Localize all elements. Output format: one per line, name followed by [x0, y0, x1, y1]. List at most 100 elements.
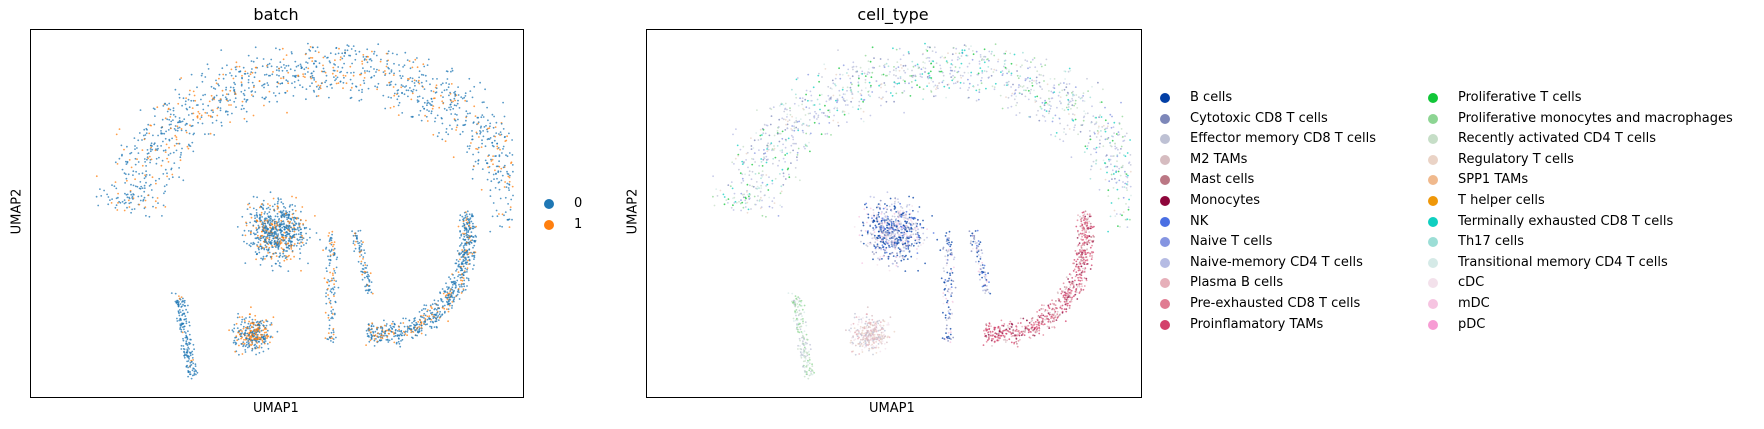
- scatter-point: [282, 252, 285, 255]
- scatter-point: [131, 197, 133, 199]
- scatter-point: [449, 302, 452, 305]
- scatter-point: [781, 137, 784, 140]
- scatter-point: [914, 64, 917, 67]
- scatter-point: [255, 334, 258, 336]
- scatter-point: [387, 339, 389, 341]
- scatter-point: [362, 54, 365, 56]
- scatter-point: [404, 51, 407, 54]
- scatter-point: [267, 347, 270, 350]
- scatter-point: [450, 83, 453, 85]
- scatter-point: [291, 195, 293, 198]
- scatter-point: [1104, 119, 1107, 122]
- scatter-point: [255, 212, 258, 214]
- scatter-point: [466, 151, 468, 153]
- scatter-point: [174, 129, 177, 132]
- scatter-point: [1092, 115, 1095, 117]
- scatter-point: [460, 234, 463, 237]
- scatter-point: [472, 222, 474, 225]
- scatter-point: [272, 71, 274, 73]
- scatter-point: [174, 300, 177, 303]
- scatter-point: [362, 268, 365, 270]
- scatter-point: [914, 79, 917, 82]
- scatter-point: [741, 163, 744, 166]
- scatter-point: [290, 243, 293, 246]
- scatter-point: [1108, 158, 1110, 161]
- scatter-point: [346, 44, 349, 46]
- scatter-point: [1056, 106, 1058, 109]
- scatter-point: [1072, 113, 1074, 115]
- scatter-point: [1038, 81, 1041, 84]
- scatter-point: [469, 145, 471, 147]
- scatter-point: [750, 178, 753, 181]
- scatter-point: [187, 330, 189, 333]
- scatter-point: [447, 310, 450, 313]
- scatter-point: [132, 170, 135, 173]
- scatter-point: [418, 70, 421, 73]
- scatter-point: [268, 74, 270, 77]
- scatter-point: [798, 337, 801, 340]
- scatter-point: [801, 124, 803, 126]
- scatter-point: [805, 373, 808, 376]
- scatter-point: [334, 79, 336, 82]
- scatter-point: [387, 50, 390, 53]
- scatter-point: [446, 291, 449, 294]
- scatter-point: [270, 257, 273, 260]
- scatter-point: [330, 237, 333, 240]
- scatter-point: [176, 129, 179, 132]
- scatter-point: [212, 111, 215, 114]
- scatter-point: [226, 64, 228, 67]
- scatter-point: [285, 212, 287, 215]
- scatter-point: [454, 262, 457, 265]
- scatter-point: [262, 230, 265, 233]
- scatter-point: [274, 242, 277, 244]
- scatter-point: [1035, 114, 1038, 116]
- scatter-point: [352, 74, 355, 77]
- scatter-point: [500, 167, 503, 170]
- scatter-point: [1010, 72, 1013, 75]
- scatter-point: [1010, 86, 1012, 88]
- scatter-point: [842, 98, 845, 100]
- scatter-point: [283, 228, 286, 231]
- scatter-point: [342, 81, 345, 84]
- scatter-point: [400, 334, 403, 337]
- scatter-point: [441, 288, 444, 290]
- scatter-point: [867, 71, 869, 73]
- scatter-point: [234, 350, 237, 353]
- scatter-point: [420, 321, 423, 323]
- scatter-point: [892, 47, 894, 50]
- scatter-point: [283, 222, 285, 225]
- scatter-point: [327, 255, 329, 258]
- scatter-point: [511, 164, 514, 166]
- scatter-point: [802, 107, 804, 110]
- scatter-point: [414, 334, 417, 337]
- scatter-point: [359, 84, 362, 86]
- scatter-point: [922, 88, 925, 90]
- scatter-point: [370, 331, 372, 333]
- scatter-point: [933, 95, 935, 98]
- scatter-point: [445, 88, 448, 91]
- scatter-point: [431, 313, 433, 316]
- scatter-point: [212, 87, 215, 90]
- scatter-point: [283, 226, 286, 228]
- scatter-point: [146, 149, 149, 151]
- scatter-point: [361, 273, 364, 276]
- scatter-point: [1016, 74, 1019, 77]
- scatter-point: [402, 66, 404, 68]
- scatter-point: [417, 81, 420, 84]
- scatter-point: [328, 284, 330, 287]
- scatter-point: [799, 354, 802, 357]
- scatter-point: [358, 89, 360, 92]
- scatter-point: [782, 104, 785, 106]
- scatter-point: [1111, 139, 1114, 142]
- scatter-point: [400, 340, 402, 342]
- scatter-point: [124, 182, 126, 184]
- scatter-point: [1004, 66, 1007, 69]
- scatter-point: [930, 91, 933, 93]
- scatter-point: [277, 82, 280, 85]
- scatter-point: [458, 107, 461, 109]
- scatter-point: [458, 253, 461, 256]
- scatter-point: [465, 277, 468, 279]
- scatter-point: [921, 76, 923, 78]
- scatter-point: [211, 116, 214, 118]
- scatter-point: [130, 183, 132, 186]
